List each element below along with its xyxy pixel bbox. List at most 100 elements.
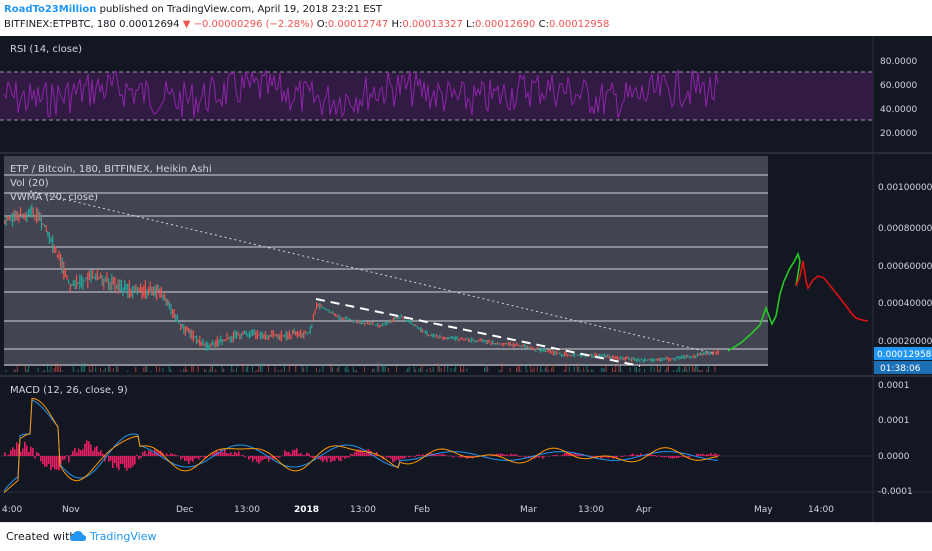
candle bbox=[359, 320, 360, 324]
candle bbox=[694, 354, 695, 358]
volume-bar bbox=[28, 364, 29, 372]
macd-hist-bar bbox=[82, 449, 84, 456]
candle bbox=[348, 319, 349, 321]
volume-bar bbox=[151, 371, 152, 372]
created-with-text: Created with bbox=[6, 530, 76, 543]
candle bbox=[66, 275, 67, 280]
volume-bar bbox=[78, 369, 79, 372]
macd-hist-bar bbox=[308, 454, 310, 457]
candle bbox=[201, 342, 202, 347]
candle bbox=[234, 330, 235, 339]
candle bbox=[452, 336, 453, 339]
high-value: 0.00013327 bbox=[402, 19, 462, 30]
macd-hist-bar bbox=[116, 456, 118, 468]
candle bbox=[17, 211, 18, 220]
candle bbox=[518, 345, 519, 347]
candle bbox=[214, 342, 215, 347]
volume-bar bbox=[654, 367, 655, 372]
volume-bar bbox=[564, 370, 565, 372]
candle bbox=[479, 339, 480, 341]
volume-bar bbox=[430, 368, 431, 372]
macd-hist-bar bbox=[238, 451, 240, 456]
candle bbox=[180, 324, 181, 330]
candle bbox=[391, 320, 392, 323]
macd-hist-bar bbox=[226, 453, 228, 456]
time-axis[interactable]: 4:00 Nov Dec 13:00 2018 13:00 Feb Mar 13… bbox=[2, 505, 834, 515]
volume-bar bbox=[145, 366, 146, 372]
macd-hist-bar bbox=[398, 456, 400, 461]
candle bbox=[351, 320, 352, 321]
candle bbox=[156, 284, 157, 300]
volume-bar bbox=[302, 366, 303, 372]
candle bbox=[154, 286, 155, 297]
candle bbox=[167, 299, 168, 306]
volume-bar bbox=[262, 363, 263, 372]
candle bbox=[217, 336, 218, 346]
candle bbox=[169, 301, 170, 309]
macd-hist-bar bbox=[236, 453, 238, 456]
volume-bar bbox=[692, 364, 693, 372]
volume-bar bbox=[95, 367, 96, 372]
macd-hist-bar bbox=[452, 456, 454, 458]
macd-hist-bar bbox=[132, 456, 134, 466]
projection-down-line[interactable] bbox=[796, 261, 868, 321]
candle bbox=[390, 319, 391, 323]
candle bbox=[207, 342, 208, 350]
candle bbox=[158, 285, 159, 291]
volume-bar bbox=[668, 363, 669, 372]
macd-hist-bar bbox=[312, 456, 314, 458]
candle bbox=[287, 332, 288, 340]
candle bbox=[658, 358, 659, 362]
macd-hist-bar bbox=[10, 450, 12, 456]
volume-bar bbox=[388, 368, 389, 372]
candle bbox=[361, 320, 362, 325]
price-tick-2: 0.00080000 bbox=[878, 224, 932, 234]
volume-bar bbox=[545, 368, 546, 372]
macd-hist-bar bbox=[682, 456, 684, 457]
candle bbox=[330, 312, 331, 313]
macd-hist-bar bbox=[56, 456, 58, 470]
candle bbox=[89, 271, 90, 280]
chart-svg[interactable]: RSI (14, close) 80.0000 60.0000 40.0000 … bbox=[0, 36, 932, 522]
candle bbox=[86, 277, 87, 280]
macd-hist-bar bbox=[344, 456, 346, 459]
volume-bar bbox=[108, 366, 109, 373]
macd-hist-bar bbox=[284, 450, 286, 456]
candle bbox=[354, 321, 355, 322]
candle bbox=[126, 284, 127, 290]
candle bbox=[225, 339, 226, 341]
candle bbox=[52, 235, 53, 252]
candle bbox=[516, 343, 517, 346]
candle bbox=[308, 332, 309, 333]
macd-hist-bar bbox=[146, 454, 148, 456]
volume-bar bbox=[193, 365, 194, 372]
volume-bar bbox=[268, 366, 269, 372]
macd-hist-bar bbox=[712, 455, 714, 456]
candle bbox=[193, 331, 194, 342]
candle bbox=[703, 352, 704, 355]
macd-hist-bar bbox=[512, 455, 514, 456]
candle bbox=[290, 335, 291, 340]
author-link[interactable]: RoadTo23Million bbox=[4, 4, 96, 15]
tradingview-link[interactable]: TradingView bbox=[90, 530, 156, 543]
footer-bar: Created with TradingView bbox=[0, 522, 932, 551]
candle bbox=[68, 280, 69, 284]
volume-bar bbox=[57, 363, 58, 372]
macd-hist-bar bbox=[166, 453, 168, 456]
candle bbox=[649, 359, 650, 361]
candle bbox=[567, 354, 568, 357]
volume-bar bbox=[591, 369, 592, 372]
candle bbox=[666, 356, 667, 359]
candle bbox=[486, 340, 487, 344]
candle bbox=[319, 303, 320, 310]
time-label: 13:00 bbox=[350, 505, 376, 515]
volume-bar bbox=[210, 365, 211, 372]
macd-hist-bar bbox=[32, 448, 34, 456]
candle bbox=[119, 280, 120, 292]
time-label: Feb bbox=[414, 505, 430, 515]
candle bbox=[556, 351, 557, 355]
price-range-rect[interactable] bbox=[4, 156, 768, 366]
price-tick-1: 0.00100000 bbox=[878, 183, 932, 193]
macd-hist-bar bbox=[38, 453, 40, 456]
chart-canvas[interactable]: RSI (14, close) 80.0000 60.0000 40.0000 … bbox=[0, 36, 932, 522]
